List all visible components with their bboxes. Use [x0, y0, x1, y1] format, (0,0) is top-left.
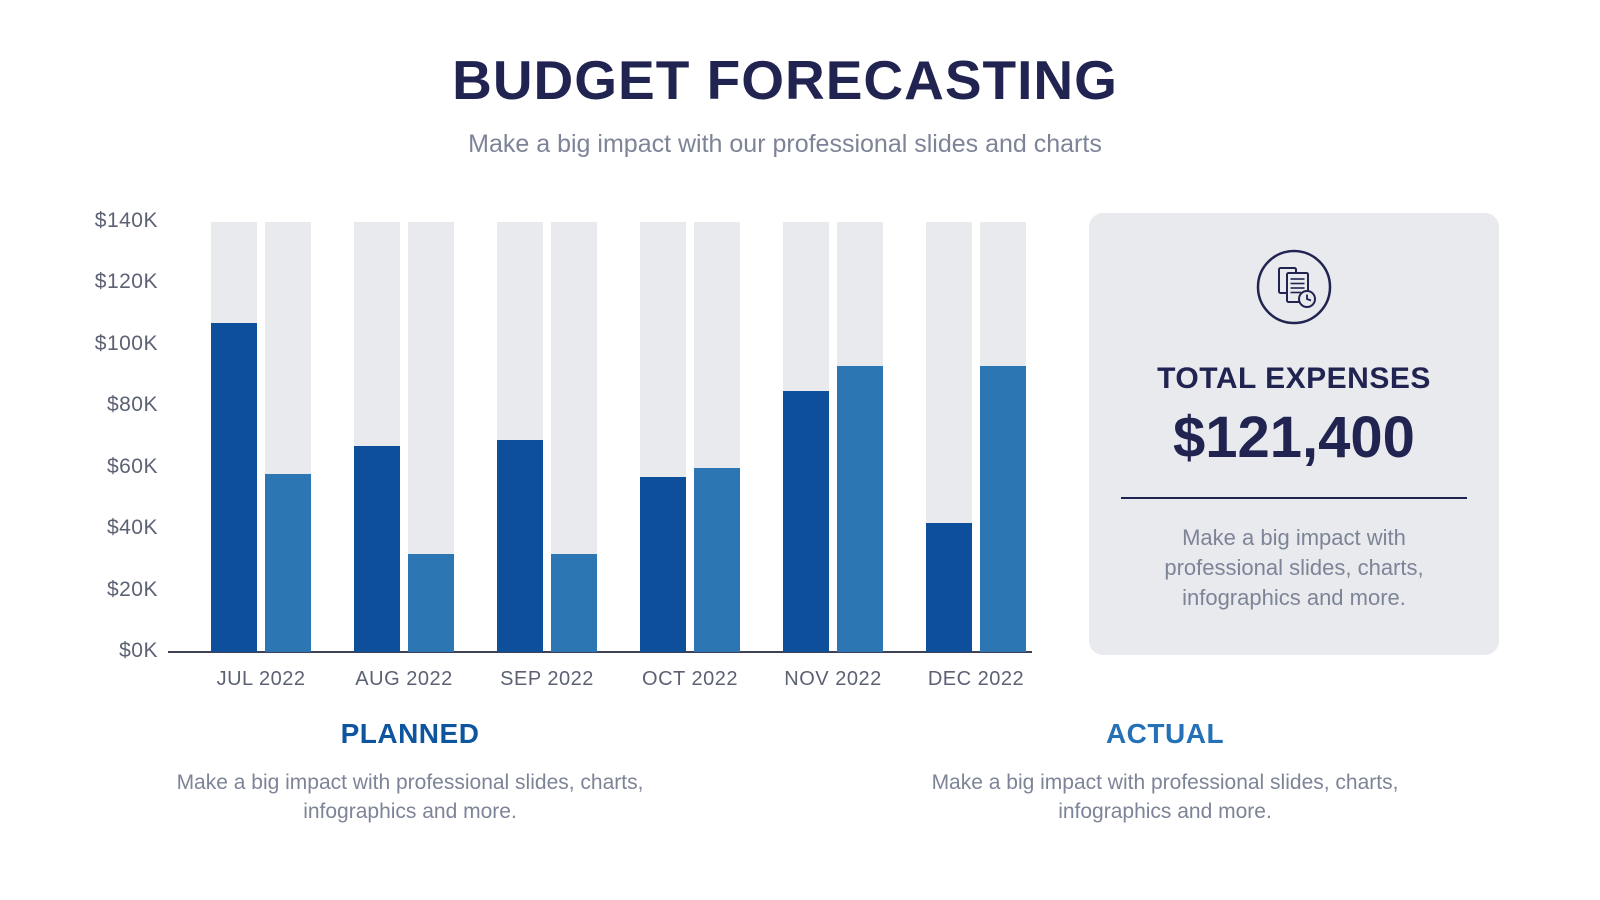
x-axis-month-label: AUG 2022 — [355, 668, 453, 690]
card-divider — [1121, 497, 1467, 499]
total-expenses-card: TOTAL EXPENSES $121,400 Make a big impac… — [1089, 213, 1499, 655]
planned-bar — [211, 323, 257, 652]
actual-bar — [837, 366, 883, 652]
planned-bar — [354, 446, 400, 652]
actual-bar — [265, 474, 311, 652]
card-description: Make a big impact with professional slid… — [1164, 525, 1424, 610]
x-axis-line — [168, 651, 1032, 653]
legend-actual-description: Make a big impact with professional slid… — [931, 771, 1399, 823]
x-axis-month-label: DEC 2022 — [927, 668, 1025, 690]
x-axis-month-label: OCT 2022 — [642, 668, 738, 690]
x-axis-month-label: JUL 2022 — [216, 668, 306, 690]
legend-planned-title: PLANNED — [340, 718, 480, 749]
legend-planned-description: Make a big impact with professional slid… — [176, 771, 644, 823]
page-title: BUDGET FORECASTING — [452, 49, 1118, 111]
y-axis-tick-label: $0K — [119, 639, 158, 662]
actual-bar — [694, 468, 740, 652]
y-axis-tick-label: $20K — [106, 577, 158, 601]
actual-bar — [408, 554, 454, 652]
planned-bar — [640, 477, 686, 652]
documents-clock-icon — [1089, 247, 1499, 332]
legend-actual: ACTUAL Make a big impact with profession… — [885, 718, 1445, 826]
actual-bar — [551, 554, 597, 652]
x-axis-month-label: SEP 2022 — [500, 668, 594, 690]
planned-bar — [497, 440, 543, 652]
planned-bar — [783, 391, 829, 652]
legend-actual-title: ACTUAL — [1105, 718, 1225, 749]
total-expenses-label: TOTAL EXPENSES — [1157, 362, 1431, 395]
actual-bar — [980, 366, 1026, 652]
y-axis-tick-label: $60K — [106, 454, 158, 478]
y-axis-tick-label: $40K — [106, 516, 158, 540]
page-subtitle: Make a big impact with our professional … — [468, 130, 1102, 158]
legend-planned: PLANNED Make a big impact with professio… — [130, 718, 690, 826]
header: BUDGET FORECASTING Make a big impact wit… — [0, 48, 1570, 159]
y-axis-tick-label: $120K — [94, 270, 158, 294]
y-axis-tick-label: $100K — [94, 331, 158, 355]
planned-bar — [926, 523, 972, 652]
y-axis-tick-label: $140K — [94, 209, 158, 232]
y-axis-tick-label: $80K — [106, 393, 158, 417]
total-expenses-value: $121,400 — [1173, 405, 1415, 470]
x-axis-month-label: NOV 2022 — [784, 668, 882, 690]
